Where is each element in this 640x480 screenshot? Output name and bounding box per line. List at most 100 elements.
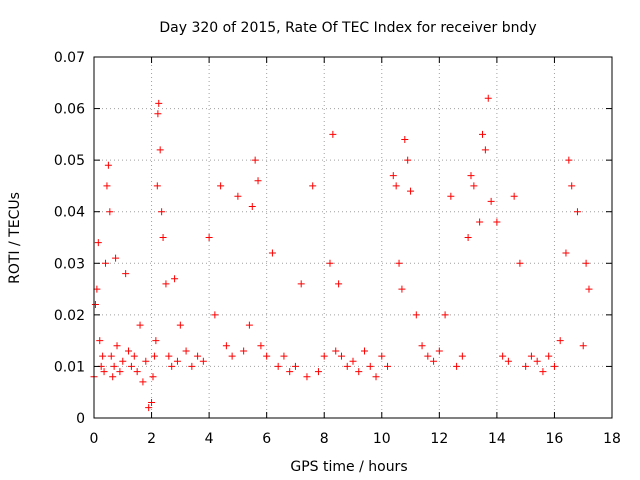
y-tick-labels: 0 0.01 0.02 0.03 0.04 0.05 0.06 0.07 (54, 50, 85, 427)
data-point (556, 337, 564, 345)
data-point (154, 110, 162, 118)
data-point (329, 130, 337, 138)
data-point (91, 301, 99, 309)
data-point (573, 208, 581, 216)
data-point (133, 368, 141, 376)
data-point (539, 368, 547, 376)
x-tick-label: 18 (603, 431, 621, 447)
data-point (116, 368, 124, 376)
data-point (149, 373, 157, 381)
data-point (257, 342, 265, 350)
data-point (392, 182, 400, 190)
data-point (309, 182, 317, 190)
y-tick-label: 0.05 (54, 153, 85, 169)
data-point (510, 192, 518, 200)
data-point (412, 311, 420, 319)
data-point (355, 368, 363, 376)
scatter-points (90, 94, 593, 412)
plot-frame (93, 56, 613, 419)
x-tick-label: 4 (205, 431, 214, 447)
y-tick-label: 0.04 (54, 205, 85, 221)
data-point (168, 362, 176, 370)
data-point (303, 373, 311, 381)
y-tick-label: 0.03 (54, 256, 85, 272)
x-tick-label: 8 (320, 431, 329, 447)
data-point (378, 352, 386, 360)
data-point (579, 342, 587, 350)
chart-title: Day 320 of 2015, Rate Of TEC Index for r… (159, 20, 536, 36)
data-point (153, 182, 161, 190)
data-point (173, 357, 181, 365)
data-point (430, 357, 438, 365)
data-point (109, 373, 117, 381)
data-point (136, 321, 144, 329)
data-point (268, 249, 276, 257)
x-tick-label: 16 (546, 431, 564, 447)
data-point (113, 342, 121, 350)
data-point (125, 347, 133, 355)
data-point (407, 187, 415, 195)
data-point (366, 362, 374, 370)
data-point (470, 182, 478, 190)
data-point (343, 362, 351, 370)
x-tick-label: 6 (262, 431, 271, 447)
data-point (332, 347, 340, 355)
data-point (527, 352, 535, 360)
data-point (562, 249, 570, 257)
x-tick-label: 2 (147, 431, 156, 447)
data-point (142, 357, 150, 365)
data-point (165, 352, 173, 360)
data-point (349, 357, 357, 365)
y-tick-label: 0.06 (54, 102, 85, 118)
data-point (326, 259, 334, 267)
data-point (127, 362, 135, 370)
data-point (447, 192, 455, 200)
data-point (487, 197, 495, 205)
data-point (286, 368, 294, 376)
data-point (280, 352, 288, 360)
data-point (435, 347, 443, 355)
data-point (182, 347, 190, 355)
data-point (568, 182, 576, 190)
data-point (199, 357, 207, 365)
data-point (453, 362, 461, 370)
data-point (263, 352, 271, 360)
data-point (104, 161, 112, 169)
data-point (188, 362, 196, 370)
data-point (211, 311, 219, 319)
data-point (499, 352, 507, 360)
data-point (222, 342, 230, 350)
data-point (158, 208, 166, 216)
data-point (467, 172, 475, 180)
data-point (251, 156, 259, 164)
data-point (522, 362, 530, 370)
y-axis-title: ROTI / TECUs (7, 192, 23, 284)
data-point (205, 234, 213, 241)
x-tick-label: 14 (488, 431, 506, 447)
data-point (384, 362, 392, 370)
data-point (150, 352, 158, 360)
data-point (102, 259, 110, 267)
data-point (479, 130, 486, 138)
data-point (228, 352, 236, 360)
data-point (145, 404, 153, 412)
data-point (335, 280, 343, 288)
y-tick-label: 0.07 (54, 50, 85, 66)
data-point (476, 218, 484, 226)
data-point (130, 352, 138, 360)
y-tick-label: 0 (76, 411, 85, 427)
data-point (152, 337, 160, 345)
data-point (248, 203, 256, 211)
x-tick-label: 12 (430, 431, 448, 447)
x-axis-title: GPS time / hours (290, 459, 407, 475)
data-point (404, 156, 412, 164)
data-point (106, 208, 114, 216)
data-point (171, 275, 179, 283)
axis-ticks (93, 56, 613, 419)
data-point (481, 146, 489, 154)
data-point (504, 357, 512, 365)
data-point (545, 352, 553, 360)
data-point (464, 234, 472, 241)
data-point (99, 352, 107, 360)
data-point (516, 259, 524, 267)
